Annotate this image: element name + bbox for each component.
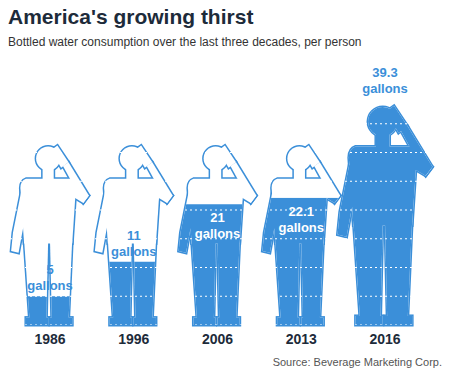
grid-line: [0, 123, 450, 124]
data-label: 5gallons: [27, 262, 73, 293]
fills: [0, 99, 446, 325]
grid-line: [0, 209, 450, 210]
grid-line: [0, 267, 450, 268]
data-label-line: gallons: [362, 81, 408, 96]
figure-body: [11, 146, 89, 325]
grid-line: [0, 152, 450, 153]
data-label-line: gallons: [195, 226, 241, 241]
category-label: 2016: [369, 331, 400, 347]
data-label-line: 22.1: [289, 204, 314, 219]
figure-outline-part: [294, 168, 305, 181]
labels: 19865gallons199611gallons200621gallons20…: [27, 65, 408, 347]
figure-body: [95, 146, 173, 325]
figure-outline: [95, 146, 173, 325]
data-label-line: 5: [46, 262, 53, 277]
figure-outline-part: [126, 168, 137, 181]
figure-fill: [250, 198, 353, 325]
data-label-line: gallons: [278, 220, 324, 235]
figure-fill: [0, 296, 101, 325]
subtitle: Bottled water consumption over the last …: [8, 35, 362, 49]
category-label: 2006: [202, 331, 233, 347]
figure-fill-group: [83, 262, 186, 325]
data-label: 11gallons: [111, 228, 157, 259]
data-label: 21gallons: [195, 210, 241, 241]
figure-fill: [324, 99, 447, 325]
figure-body-part: [126, 168, 137, 181]
figure-body-part: [63, 162, 89, 203]
grid-line: [0, 181, 450, 182]
source: Source: Beverage Marketing Corp.: [273, 356, 442, 368]
figure-body-part: [135, 146, 153, 168]
data-label: 39.3gallons: [362, 65, 408, 96]
page: {"chart_data": {"type": "pictograph", "t…: [0, 0, 450, 375]
figure-body-part: [314, 162, 340, 203]
chart: America's growing thirst Bottled water co…: [0, 0, 450, 375]
data-label-line: 11: [127, 228, 141, 243]
data-label: 22.1gallons: [278, 204, 324, 235]
figure-body-part: [302, 146, 320, 168]
figure-fill-group: [0, 296, 101, 325]
figure-body-part: [43, 168, 54, 181]
data-label-line: 21: [210, 210, 224, 225]
figure-fill: [83, 262, 186, 325]
title: America's growing thirst: [8, 5, 253, 28]
chart-svg: America's growing thirst Bottled water co…: [0, 0, 450, 375]
figure-body-part: [210, 168, 221, 181]
data-label-line: 39.3: [372, 65, 397, 80]
figure-fill: [166, 204, 269, 325]
data-label-line: gallons: [27, 278, 73, 293]
category-label: 1996: [118, 331, 149, 347]
figure-body-part: [294, 168, 305, 181]
figure-body: [179, 146, 257, 325]
figure-outline-part: [43, 168, 54, 181]
category-label: 1986: [34, 331, 65, 347]
figure-outline-part: [210, 168, 221, 181]
grid-line: [0, 324, 450, 325]
grid: [0, 95, 450, 325]
data-label-line: gallons: [111, 244, 157, 259]
figure-fill-group: [166, 204, 269, 325]
figure-body-part: [230, 162, 256, 203]
figure-body-part: [218, 146, 236, 168]
figure-outline: [11, 146, 89, 325]
figure-body-part: [147, 162, 173, 203]
figure-outline: [179, 146, 257, 325]
figure-fill-group: [250, 198, 353, 325]
grid-line: [0, 296, 450, 297]
figure-fill-group: [324, 99, 447, 325]
figure-body-part: [51, 146, 69, 168]
category-label: 2013: [286, 331, 317, 347]
